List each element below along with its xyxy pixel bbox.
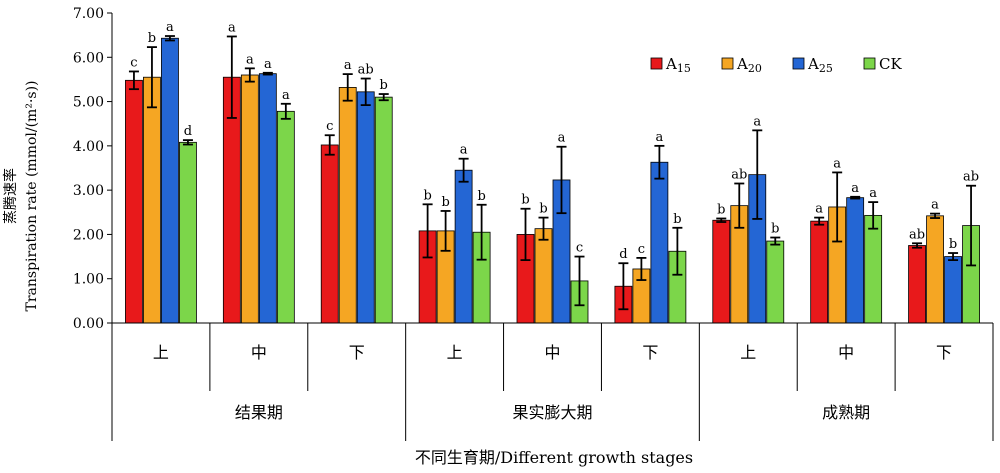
significance-label: d (619, 247, 627, 262)
bar-a15 (810, 220, 829, 324)
y-axis-label-en: Transpiration rate (mmol/(m²·s)) (24, 81, 40, 312)
group-label: 成熟期 (822, 403, 870, 422)
significance-label: b (771, 222, 779, 237)
significance-label: ab (358, 63, 374, 78)
category-label: 下 (642, 343, 658, 362)
significance-label: a (460, 143, 468, 158)
category-label: 上 (153, 343, 169, 362)
x-axis-title: 不同生育期/Different growth stages (415, 448, 693, 467)
significance-label: c (130, 55, 137, 70)
legend-subscript: 15 (677, 62, 691, 75)
y-tick-label: 3.00 (73, 183, 104, 199)
y-tick-label: 6.00 (73, 50, 104, 66)
significance-label: ab (963, 170, 979, 185)
bar-a25 (944, 256, 962, 324)
y-axis-label-cn: 蒸腾速率 (2, 168, 19, 224)
y-tick-label: 2.00 (73, 227, 104, 243)
bar-a20 (143, 76, 161, 324)
significance-label: d (184, 124, 192, 139)
legend-subscript: 25 (819, 62, 833, 75)
bar-a25 (454, 169, 473, 324)
significance-label: a (264, 57, 272, 72)
bar-a25 (846, 197, 865, 324)
significance-label: a (931, 198, 939, 213)
y-tick-label: 0.00 (73, 316, 104, 332)
bar-a25 (650, 161, 669, 324)
significance-label: a (282, 88, 290, 103)
significance-label: a (815, 202, 823, 217)
significance-label: a (228, 20, 236, 35)
y-tick-label: 1.00 (73, 272, 104, 288)
y-tick-label: 7.00 (73, 6, 104, 22)
significance-label: c (326, 119, 333, 134)
bar-ck (179, 141, 197, 324)
bar-a15 (712, 219, 731, 324)
significance-label: a (344, 58, 352, 73)
significance-label: b (423, 188, 431, 203)
significance-label: b (521, 193, 529, 208)
group-label: 果实膨大期 (512, 403, 592, 422)
significance-label: a (753, 114, 761, 129)
legend: A15 A20 A25 CK (650, 55, 902, 75)
significance-label: a (246, 52, 254, 67)
significance-label: ab (909, 227, 925, 242)
category-label: 中 (251, 343, 267, 362)
bar-a20 (926, 215, 944, 324)
category-label: 中 (544, 343, 560, 362)
bar-a25 (161, 37, 179, 324)
significance-label: b (380, 78, 388, 93)
bar-a25 (356, 91, 375, 324)
legend-swatch-a25 (792, 57, 805, 70)
bar-a20 (338, 87, 357, 324)
bar-a25 (258, 73, 277, 324)
significance-label: b (477, 189, 485, 204)
bar-a15 (908, 245, 926, 324)
significance-label: ab (731, 168, 747, 183)
y-tick-label: 4.00 (73, 139, 104, 155)
legend-swatch-ck (863, 57, 876, 70)
legend-label-a25: A25 (807, 55, 833, 75)
significance-label: a (558, 131, 566, 146)
legend-swatch-a15 (650, 57, 663, 70)
y-axis: 0.00 1.00 2.00 3.00 4.00 5.00 6.00 7.00 (73, 6, 113, 332)
legend-label-a20: A20 (736, 55, 762, 75)
bar-a20 (534, 228, 553, 324)
category-label: 中 (838, 343, 854, 362)
bar-ck (374, 96, 393, 324)
significance-label: b (717, 202, 725, 217)
bar-ck (864, 214, 883, 324)
significance-label: c (638, 242, 645, 257)
bar-a20 (240, 74, 259, 324)
significance-label: a (851, 181, 859, 196)
category-label: 上 (740, 343, 756, 362)
significance-label: b (949, 237, 957, 252)
bar-ck (766, 240, 785, 324)
legend-swatch-a20 (721, 57, 734, 70)
legend-label-a15: A15 (665, 55, 691, 75)
significance-label: a (869, 186, 877, 201)
significance-label: b (539, 202, 547, 217)
significance-label: b (148, 31, 156, 46)
bar-a15 (125, 79, 143, 324)
significance-label: c (576, 241, 583, 256)
legend-label-ck: CK (879, 55, 902, 73)
legend-subscript: 20 (748, 62, 762, 75)
category-label: 上 (447, 343, 463, 362)
bar-a15 (320, 144, 339, 324)
significance-label: a (833, 156, 841, 171)
category-label: 下 (936, 343, 952, 362)
bar-ck (276, 110, 295, 324)
significance-label: b (441, 195, 449, 210)
significance-label: a (656, 130, 664, 145)
category-label: 下 (349, 343, 365, 362)
significance-label: b (673, 212, 681, 227)
group-label: 结果期 (235, 403, 283, 422)
y-tick-label: 5.00 (73, 95, 104, 111)
significance-label: a (166, 20, 174, 35)
